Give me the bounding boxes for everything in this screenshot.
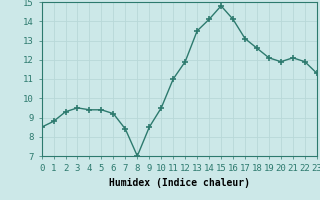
X-axis label: Humidex (Indice chaleur): Humidex (Indice chaleur)	[109, 178, 250, 188]
